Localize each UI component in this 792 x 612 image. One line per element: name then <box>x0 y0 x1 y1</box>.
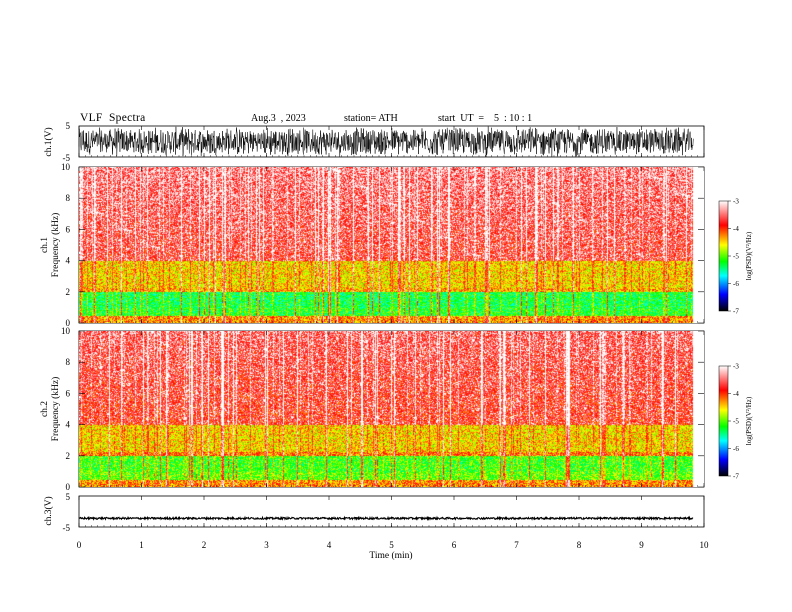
ch1-colorbar: -3 -4 -5 -6 -7 log(PSD)(V²/Hz) <box>718 198 753 316</box>
ch1-spec-ylabel-line1: ch.1 <box>40 237 50 253</box>
spec1-yticks-tick-2: 2 <box>66 287 71 297</box>
x-tick-4: 4 <box>327 540 332 550</box>
ch1-spec-ylabel-line2: Frequency (kHz) <box>50 213 61 278</box>
ch1-ytick-bottom: -5 <box>63 153 71 163</box>
x-tick-5: 5 <box>389 540 394 550</box>
ch3-ytick-bottom: -5 <box>63 523 71 533</box>
cb1-ticks-2: -5 <box>733 253 739 261</box>
cb1-ticks-1: -4 <box>733 225 739 233</box>
x-tick-10: 10 <box>700 540 710 550</box>
spec2-yticks-tick-10: 10 <box>61 326 71 336</box>
ch1-spectrogram <box>79 167 704 323</box>
x-tick-8: 8 <box>577 540 582 550</box>
ch1-wave-line <box>78 126 694 157</box>
spec2-yticks-tick-4: 4 <box>66 420 71 430</box>
figure-title: VLF Spectra <box>80 112 146 124</box>
ch3-waveform-frame <box>78 495 705 528</box>
ch3-ytick-top: 5 <box>66 492 71 502</box>
x-tick-2: 2 <box>202 540 207 550</box>
spec1-yticks-tick-8: 8 <box>66 193 71 203</box>
cb2-ticks-2: -5 <box>733 418 739 426</box>
x-tick-1: 1 <box>139 540 144 550</box>
ch2-spec-ylabel-line1: ch.2 <box>40 401 50 417</box>
x-tick-7: 7 <box>514 540 519 550</box>
ch2-spectrogram <box>79 331 704 487</box>
spec1-yticks-tick-0: 0 <box>66 318 71 328</box>
spec2-yticks-tick-2: 2 <box>66 451 71 461</box>
ch1-ylabel: ch.1(V) <box>43 127 54 156</box>
ch2-spectrogram-yticks: 0 2 4 6 8 10 <box>61 326 71 492</box>
ch1-colorbar-label: log(PSD)(V²/Hz) <box>745 231 753 280</box>
cb1-ticks-0: -3 <box>733 198 739 206</box>
ch3-ylabel: ch.3(V) <box>43 496 54 525</box>
ch3-wave-line <box>78 515 694 522</box>
ch2-colorbar-label: log(PSD)(V²/Hz) <box>745 396 753 445</box>
spec1-yticks-tick-6: 6 <box>66 224 71 234</box>
ch1-waveform-trace <box>78 126 694 157</box>
ch1-ytick-top: 5 <box>66 121 71 131</box>
spec1-yticks-tick-10: 10 <box>61 162 71 172</box>
cb2-ticks-4: -7 <box>733 473 739 481</box>
cb2-ticks-1: -4 <box>733 390 739 398</box>
spec2-yticks-tick-8: 8 <box>66 357 71 367</box>
x-axis-tick-labels: 0 1 2 3 4 5 6 7 8 9 10 <box>77 540 709 550</box>
x-tick-9: 9 <box>639 540 644 550</box>
x-tick-6: 6 <box>452 540 457 550</box>
station-label: station= ATH <box>344 113 398 124</box>
cb2-ticks-0: -3 <box>733 363 739 371</box>
axis-ticks <box>78 126 705 527</box>
ch3-waveform-trace <box>78 515 694 522</box>
ch2-spec-ylabel-line2: Frequency (kHz) <box>50 377 61 442</box>
cb1-ticks-3: -6 <box>733 280 739 288</box>
spec2-image <box>79 331 704 487</box>
cb2-ticks-3: -6 <box>733 445 739 453</box>
date-label: Aug.3 , 2023 <box>251 113 306 124</box>
cb1-ticks-4: -7 <box>733 308 739 316</box>
x-tick-3: 3 <box>264 540 269 550</box>
spec2-yticks-tick-6: 6 <box>66 388 71 398</box>
spec1-image <box>79 167 704 323</box>
x-axis-label: Time (min) <box>369 550 412 561</box>
ch1-spectrogram-yticks: 0 2 4 6 8 10 <box>61 162 71 328</box>
spec1-yticks-tick-4: 4 <box>66 256 71 266</box>
start-ut-label: start UT = 5 : 10 : 1 <box>438 113 533 124</box>
x-tick-0: 0 <box>77 540 82 550</box>
spec2-yticks-tick-0: 0 <box>66 482 71 492</box>
ch2-colorbar: -3 -4 -5 -6 -7 log(PSD)(V²/Hz) <box>718 363 753 481</box>
